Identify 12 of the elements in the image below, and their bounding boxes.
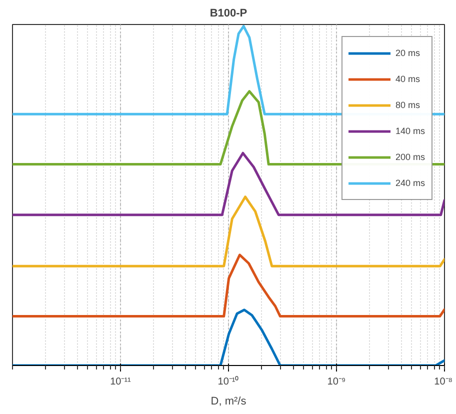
legend-label: 40 ms bbox=[395, 74, 420, 84]
x-tick-label: 10⁻⁸ bbox=[434, 376, 452, 388]
x-tick-label: 10⁻⁹ bbox=[327, 376, 346, 388]
x-tick-label: 10⁻¹¹ bbox=[110, 376, 132, 388]
x-tick-label: 10⁻¹⁰ bbox=[218, 376, 240, 388]
x-axis-title: D, m²/s bbox=[210, 396, 247, 408]
legend-label: 240 ms bbox=[395, 178, 425, 188]
legend-label: 200 ms bbox=[395, 152, 425, 162]
legend-label: 20 ms bbox=[395, 48, 420, 58]
legend-label: 140 ms bbox=[395, 126, 425, 136]
legend-label: 80 ms bbox=[395, 100, 420, 110]
chart-title: B100-P bbox=[210, 8, 248, 20]
